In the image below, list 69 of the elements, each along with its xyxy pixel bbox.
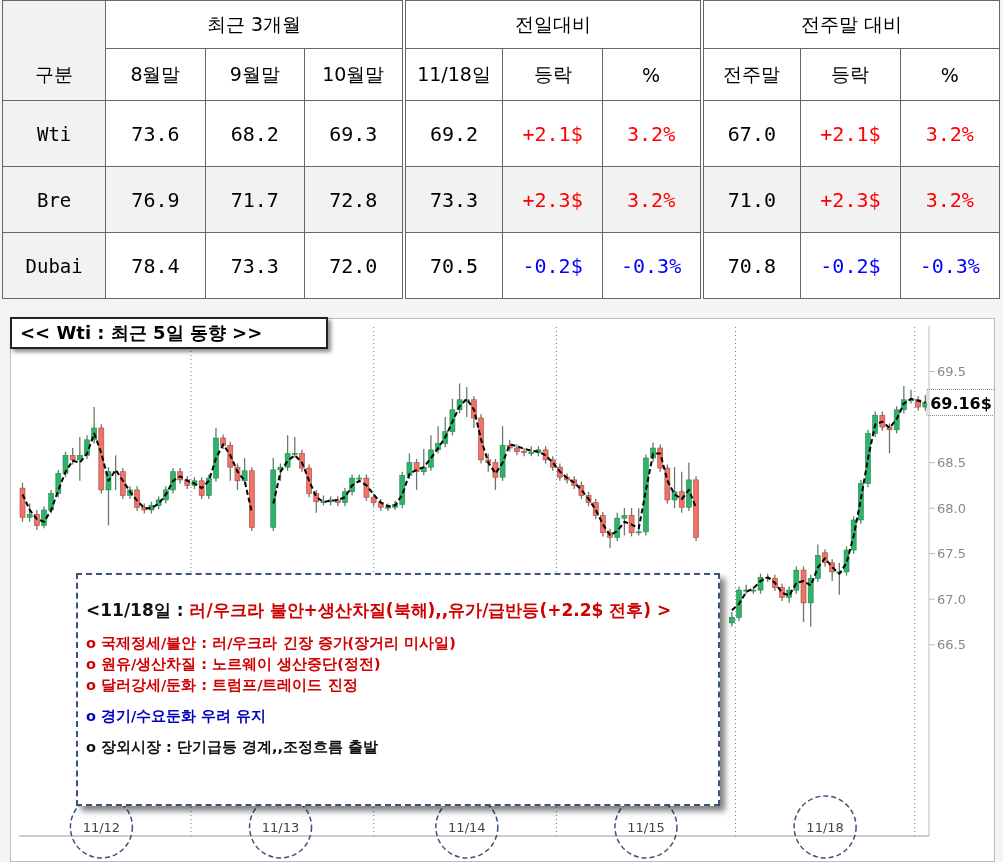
x-tick-label: 11/13 xyxy=(261,820,300,835)
x-tick-label: 10월말 xyxy=(304,48,404,101)
data-label: -0.3% xyxy=(900,232,1000,299)
data-label: 71.7 xyxy=(205,166,305,233)
candlestick xyxy=(815,543,821,583)
data-label: 73.6 xyxy=(105,100,206,167)
data-label: 3.2% xyxy=(602,166,702,233)
text: 구분 xyxy=(2,0,106,101)
data-label: -0.2$ xyxy=(502,232,603,299)
candlestick xyxy=(678,471,685,514)
x-tick-label: 8월말 xyxy=(105,48,206,101)
data-label: -0.3% xyxy=(602,232,702,299)
data-label: 3.2% xyxy=(602,100,702,167)
x-tick-label: % xyxy=(900,48,1000,101)
x-tick-label: 11/12 xyxy=(82,820,121,835)
annotation: o 국제정세/불안 : 러/우크라 긴장 증가(장거리 미사일) xyxy=(86,634,457,653)
data-label: +2.1$ xyxy=(800,100,901,167)
y-tick-label: Bre xyxy=(2,166,106,233)
candlestick xyxy=(413,458,420,491)
data-label: 3.2% xyxy=(900,100,1000,167)
y-tick-label: Dubai xyxy=(2,232,106,299)
candlestick xyxy=(671,466,678,509)
data-label: +2.3$ xyxy=(502,166,603,233)
data-label: 72.8 xyxy=(304,166,404,233)
data-label: 68.2 xyxy=(205,100,305,167)
data-label: +2.3$ xyxy=(800,166,901,233)
x-tick-label: 11/18 xyxy=(806,820,844,835)
y-tick-label: 67.0 xyxy=(937,591,966,607)
text: 전주말 대비 xyxy=(701,0,1000,49)
data-label: 73.3 xyxy=(403,166,503,233)
x-tick-label: 등락 xyxy=(502,48,603,101)
candlestick xyxy=(120,467,126,500)
data-label: 69.3 xyxy=(304,100,404,167)
data-label: 69.2 xyxy=(403,100,503,167)
x-tick-label: % xyxy=(602,48,702,101)
text: 69.16$ xyxy=(930,393,992,413)
candlestick xyxy=(26,502,33,523)
data-label: 78.4 xyxy=(105,232,206,299)
data-label: 73.3 xyxy=(205,232,305,299)
data-label: 70.5 xyxy=(403,232,503,299)
y-tick-label: 68.5 xyxy=(937,455,966,471)
annotation: o 장외시장 : 단기급등 경계,,조정흐름 출발 xyxy=(86,738,380,757)
data-label: +2.1$ xyxy=(502,100,603,167)
text: 최근 3개월 xyxy=(105,0,404,49)
x-tick-label: 전주말 xyxy=(701,48,801,101)
y-tick-label: Wti xyxy=(2,100,106,167)
x-tick-label: 9월말 xyxy=(205,48,305,101)
data-label: 76.9 xyxy=(105,166,206,233)
candlestick xyxy=(628,507,635,538)
data-label: 70.8 xyxy=(701,232,801,299)
annotation: o 경기/수요둔화 우려 유지 xyxy=(86,707,268,726)
y-tick-label: 68.0 xyxy=(937,500,966,516)
y-tick-label: 69.5 xyxy=(937,364,966,380)
x-tick-label: 11/15 xyxy=(627,820,665,835)
data-label: 72.0 xyxy=(304,232,404,299)
text: 전일대비 xyxy=(403,0,702,49)
data-label: 67.0 xyxy=(701,100,801,167)
data-label: 3.2% xyxy=(900,166,1000,233)
annotation: o 달러강세/둔화 : 트럼프/트레이드 진정 xyxy=(86,676,359,695)
annotation: o 원유/생산차질 : 노르웨이 생산중단(정전) xyxy=(86,655,382,674)
x-tick-label: 11/18일 xyxy=(403,48,503,101)
x-tick-label: 등락 xyxy=(800,48,901,101)
y-tick-label: 67.5 xyxy=(937,546,966,562)
annotation: <11/18일 : 러/우크라 불안+생산차질(북해),,유가/급반등(+2.2$ 전후) > xyxy=(86,600,672,620)
data-label: -0.2$ xyxy=(800,232,901,299)
y-tick-label: 66.5 xyxy=(937,637,966,653)
data-label: 71.0 xyxy=(701,166,801,233)
chart-title: << Wti : 최근 5일 동향 >> xyxy=(20,321,263,345)
x-tick-label: 11/14 xyxy=(448,820,486,835)
